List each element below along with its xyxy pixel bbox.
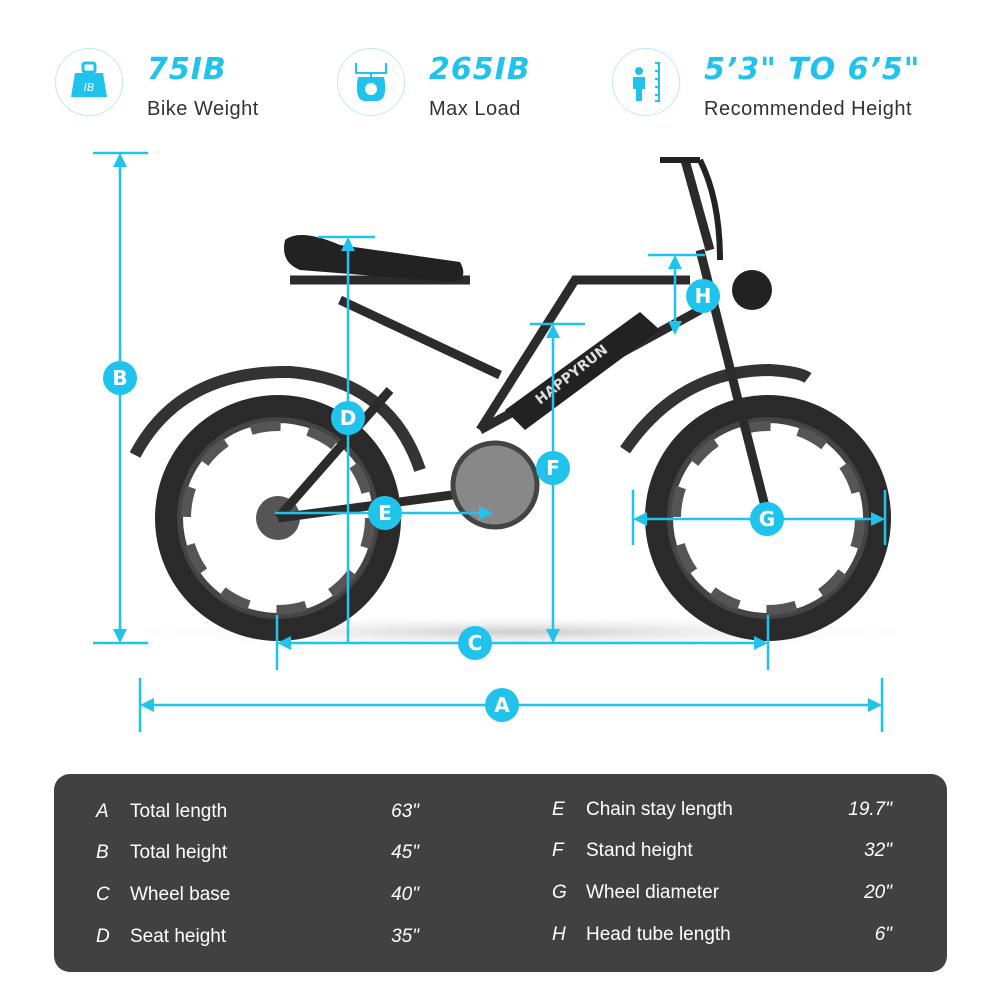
spec-key: C	[96, 884, 110, 905]
spec-value: 19.7"	[848, 799, 892, 820]
svg-text:G: G	[759, 507, 775, 531]
spec-name: Head tube length	[586, 924, 731, 945]
spec-key: E	[552, 799, 565, 820]
scale-icon	[337, 48, 405, 116]
spec-name: Total height	[130, 842, 228, 863]
spec-name: Seat height	[130, 926, 227, 947]
svg-text:C: C	[468, 631, 483, 655]
spec-key: D	[96, 926, 110, 947]
svg-text:D: D	[340, 406, 357, 430]
svg-text:HAPPYRUN: HAPPYRUN	[533, 342, 611, 408]
spec-value: 40"	[391, 884, 419, 905]
spec-value: 35"	[391, 926, 419, 947]
marker-a: A	[485, 688, 519, 722]
spec-name: Stand height	[586, 840, 693, 861]
seat	[284, 235, 464, 282]
recommended-height-value: 5’3" TO 6’5"	[704, 52, 921, 87]
spec-key: G	[552, 882, 567, 903]
spec-key: A	[96, 801, 109, 822]
battery: HAPPYRUN	[505, 312, 660, 430]
max-load-label: Max Load	[429, 98, 521, 120]
marker-d: D	[331, 401, 365, 435]
svg-text:B: B	[112, 366, 127, 390]
spec-table: A Total length 63" B Total height 45" C Wheel…	[54, 774, 947, 972]
marker-h: H	[686, 279, 720, 313]
svg-text:F: F	[546, 456, 560, 480]
recommended-height-label: Recommended Height	[704, 98, 912, 120]
spec-key: F	[552, 840, 564, 861]
marker-g: G	[750, 502, 784, 536]
svg-text:IB: IB	[84, 81, 95, 94]
bike-dimension-diagram: HAPPYRUN A B C D E F G H	[93, 151, 940, 732]
spec-name: Chain stay length	[586, 799, 733, 820]
spec-name: Wheel diameter	[586, 882, 720, 903]
bike-weight-label: Bike Weight	[147, 98, 259, 120]
spec-value: 32"	[864, 840, 892, 861]
headlight	[732, 270, 772, 310]
spec-value: 63"	[391, 801, 419, 822]
svg-text:H: H	[695, 284, 712, 308]
marker-e: E	[368, 496, 402, 530]
marker-c: C	[458, 626, 492, 660]
spec-value: 20"	[864, 882, 892, 903]
spec-key: H	[552, 924, 566, 945]
max-load-value: 265IB	[429, 52, 531, 87]
svg-text:E: E	[378, 501, 392, 525]
spec-value: 45"	[391, 842, 419, 863]
spec-key: B	[96, 842, 109, 863]
weight-icon: IB	[55, 48, 123, 116]
marker-f: F	[536, 451, 570, 485]
bike-weight-value: 75IB	[147, 52, 227, 87]
spec-value: 6"	[874, 924, 892, 945]
svg-text:A: A	[494, 693, 510, 717]
spec-name: Total length	[130, 801, 228, 822]
chainring	[450, 440, 540, 530]
marker-b: B	[103, 361, 137, 395]
spec-name: Wheel base	[130, 884, 231, 905]
height-icon	[612, 48, 680, 116]
